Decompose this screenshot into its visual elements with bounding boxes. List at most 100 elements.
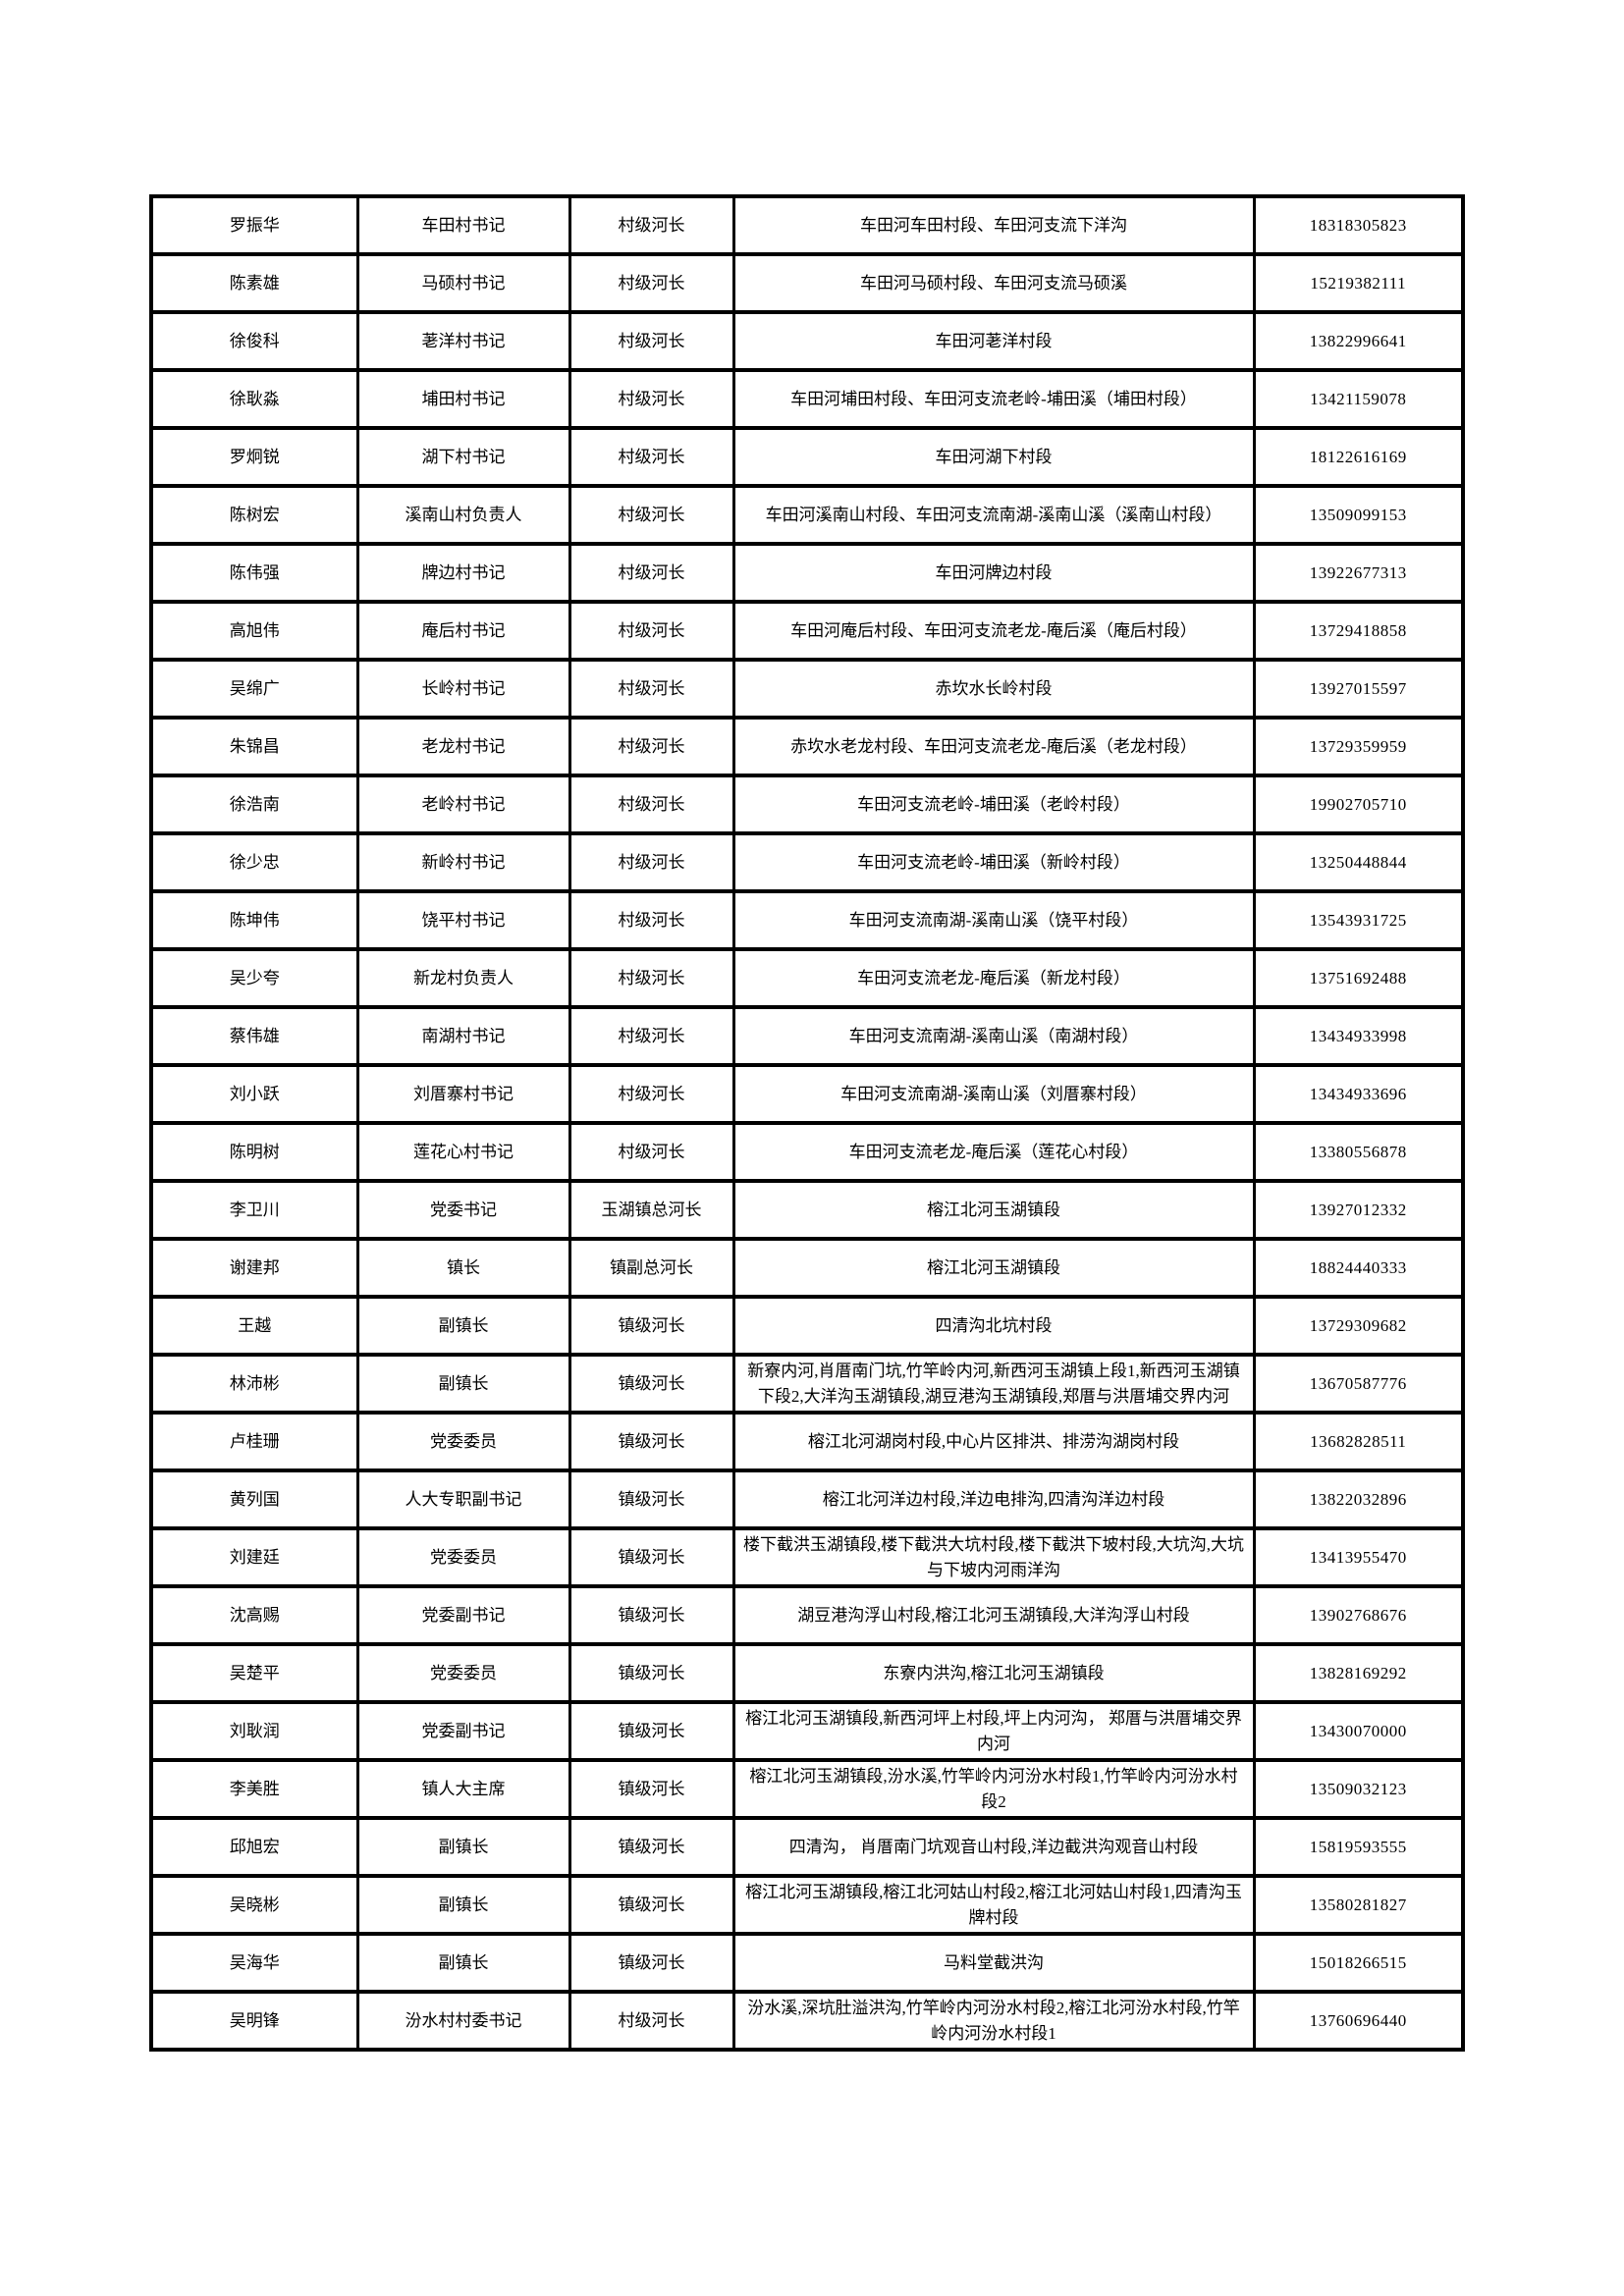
phone-cell: 13380556878 [1252,1121,1465,1183]
table-row: 王越 副镇长 镇级河长 四清沟北坑村段 13729309682 [149,1295,1465,1357]
phone-cell: 19902705710 [1252,774,1465,835]
position-cell: 南湖村书记 [355,1005,571,1067]
name-cell: 李美胜 [149,1758,359,1820]
phone-cell: 13729418858 [1252,600,1465,662]
position-cell: 牌边村书记 [355,542,571,604]
chief-level-cell: 镇级河长 [568,1700,735,1762]
name-cell: 吴明锋 [149,1990,359,2052]
phone-cell: 13580281827 [1252,1874,1465,1936]
table-row: 谢建邦 镇长 镇副总河长 榕江北河玉湖镇段 18824440333 [149,1237,1465,1299]
phone-cell: 13250448844 [1252,831,1465,893]
table-row: 吴少夸 新龙村负责人 村级河长 车田河支流老龙-庵后溪（新龙村段） 137516… [149,947,1465,1009]
chief-level-cell: 镇副总河长 [568,1237,735,1299]
table-row: 吴楚平 党委委员 镇级河长 东寮内洪沟,榕江北河玉湖镇段 13828169292 [149,1642,1465,1704]
name-cell: 黄列国 [149,1468,359,1530]
chief-level-cell: 村级河长 [568,889,735,951]
position-cell: 新龙村负责人 [355,947,571,1009]
river-segment-cell: 车田河支流南湖-溪南山溪（南湖村段） [731,1005,1256,1067]
river-segment-cell: 车田河支流南湖-溪南山溪（刘厝寨村段） [731,1063,1256,1125]
chief-level-cell: 镇级河长 [568,1758,735,1820]
position-cell: 埔田村书记 [355,368,571,430]
table-row: 陈坤伟 饶平村书记 村级河长 车田河支流南湖-溪南山溪（饶平村段） 135439… [149,889,1465,951]
phone-cell: 13822032896 [1252,1468,1465,1530]
position-cell: 副镇长 [355,1353,571,1415]
table-row: 吴绵广 长岭村书记 村级河长 赤坎水长岭村段 13927015597 [149,658,1465,720]
name-cell: 刘小跃 [149,1063,359,1125]
phone-cell: 18318305823 [1252,194,1465,256]
table-row: 刘建廷 党委委员 镇级河长 楼下截洪玉湖镇段,楼下截洪大坑村段,楼下截洪下坡村段… [149,1526,1465,1588]
position-cell: 刘厝寨村书记 [355,1063,571,1125]
river-segment-cell: 汾水溪,深坑肚溢洪沟,竹竿岭内河汾水村段2,榕江北河汾水村段,竹竿岭内河汾水村段… [731,1990,1256,2052]
position-cell: 人大专职副书记 [355,1468,571,1530]
river-segment-cell: 车田河支流南湖-溪南山溪（饶平村段） [731,889,1256,951]
chief-level-cell: 镇级河长 [568,1874,735,1936]
chief-level-cell: 村级河长 [568,774,735,835]
name-cell: 卢桂珊 [149,1411,359,1472]
chief-level-cell: 村级河长 [568,1005,735,1067]
phone-cell: 13822996641 [1252,310,1465,372]
phone-cell: 18824440333 [1252,1237,1465,1299]
phone-cell: 13760696440 [1252,1990,1465,2052]
river-segment-cell: 东寮内洪沟,榕江北河玉湖镇段 [731,1642,1256,1704]
name-cell: 陈伟强 [149,542,359,604]
table-row: 蔡伟雄 南湖村书记 村级河长 车田河支流南湖-溪南山溪（南湖村段） 134349… [149,1005,1465,1067]
chief-level-cell: 村级河长 [568,716,735,777]
river-segment-cell: 车田河庵后村段、车田河支流老龙-庵后溪（庵后村段） [731,600,1256,662]
table-row: 徐浩南 老岭村书记 村级河长 车田河支流老岭-埔田溪（老岭村段） 1990270… [149,774,1465,835]
position-cell: 副镇长 [355,1816,571,1878]
chief-level-cell: 村级河长 [568,600,735,662]
phone-cell: 15018266515 [1252,1932,1465,1994]
chief-level-cell: 村级河长 [568,1063,735,1125]
chief-level-cell: 镇级河长 [568,1468,735,1530]
river-chief-contact-table: 罗振华 车田村书记 村级河长 车田河车田村段、车田河支流下洋沟 18318305… [149,194,1465,2052]
river-segment-cell: 新寮内河,肖厝南门坑,竹竿岭内河,新西河玉湖镇上段1,新西河玉湖镇下段2,大洋沟… [731,1353,1256,1415]
river-segment-cell: 车田河车田村段、车田河支流下洋沟 [731,194,1256,256]
river-segment-cell: 马料堂截洪沟 [731,1932,1256,1994]
name-cell: 徐俊科 [149,310,359,372]
chief-level-cell: 镇级河长 [568,1584,735,1646]
chief-level-cell: 村级河长 [568,426,735,488]
phone-cell: 13421159078 [1252,368,1465,430]
name-cell: 徐少忠 [149,831,359,893]
phone-cell: 13927012332 [1252,1179,1465,1241]
position-cell: 党委副书记 [355,1584,571,1646]
phone-cell: 13682828511 [1252,1411,1465,1472]
position-cell: 马硕村书记 [355,252,571,314]
chief-level-cell: 村级河长 [568,252,735,314]
name-cell: 蔡伟雄 [149,1005,359,1067]
table-row: 徐耿淼 埔田村书记 村级河长 车田河埔田村段、车田河支流老岭-埔田溪（埔田村段）… [149,368,1465,430]
chief-level-cell: 镇级河长 [568,1526,735,1588]
river-segment-cell: 车田河荖洋村段 [731,310,1256,372]
phone-cell: 13509032123 [1252,1758,1465,1820]
table-row: 卢桂珊 党委委员 镇级河长 榕江北河湖岗村段,中心片区排洪、排涝沟湖岗村段 13… [149,1411,1465,1472]
chief-level-cell: 镇级河长 [568,1932,735,1994]
name-cell: 谢建邦 [149,1237,359,1299]
table-row: 陈明树 莲花心村书记 村级河长 车田河支流老龙-庵后溪（莲花心村段） 13380… [149,1121,1465,1183]
river-segment-cell: 车田河支流老龙-庵后溪（莲花心村段） [731,1121,1256,1183]
name-cell: 陈坤伟 [149,889,359,951]
name-cell: 朱锦昌 [149,716,359,777]
table-row: 陈树宏 溪南山村负责人 村级河长 车田河溪南山村段、车田河支流南湖-溪南山溪（溪… [149,484,1465,546]
table-row: 沈高赐 党委副书记 镇级河长 湖豆港沟浮山村段,榕江北河玉湖镇段,大洋沟浮山村段… [149,1584,1465,1646]
position-cell: 老龙村书记 [355,716,571,777]
table-row: 刘小跃 刘厝寨村书记 村级河长 车田河支流南湖-溪南山溪（刘厝寨村段） 1343… [149,1063,1465,1125]
name-cell: 徐耿淼 [149,368,359,430]
phone-cell: 13902768676 [1252,1584,1465,1646]
name-cell: 吴海华 [149,1932,359,1994]
name-cell: 刘耿润 [149,1700,359,1762]
position-cell: 副镇长 [355,1932,571,1994]
name-cell: 罗振华 [149,194,359,256]
table-row: 朱锦昌 老龙村书记 村级河长 赤坎水老龙村段、车田河支流老龙-庵后溪（老龙村段）… [149,716,1465,777]
table-row: 吴晓彬 副镇长 镇级河长 榕江北河玉湖镇段,榕江北河姑山村段2,榕江北河姑山村段… [149,1874,1465,1936]
chief-level-cell: 村级河长 [568,310,735,372]
name-cell: 王越 [149,1295,359,1357]
river-segment-cell: 榕江北河湖岗村段,中心片区排洪、排涝沟湖岗村段 [731,1411,1256,1472]
river-segment-cell: 榕江北河洋边村段,洋边电排沟,四清沟洋边村段 [731,1468,1256,1530]
position-cell: 党委委员 [355,1411,571,1472]
chief-level-cell: 村级河长 [568,484,735,546]
position-cell: 车田村书记 [355,194,571,256]
position-cell: 饶平村书记 [355,889,571,951]
river-segment-cell: 榕江北河玉湖镇段 [731,1237,1256,1299]
chief-level-cell: 镇级河长 [568,1295,735,1357]
